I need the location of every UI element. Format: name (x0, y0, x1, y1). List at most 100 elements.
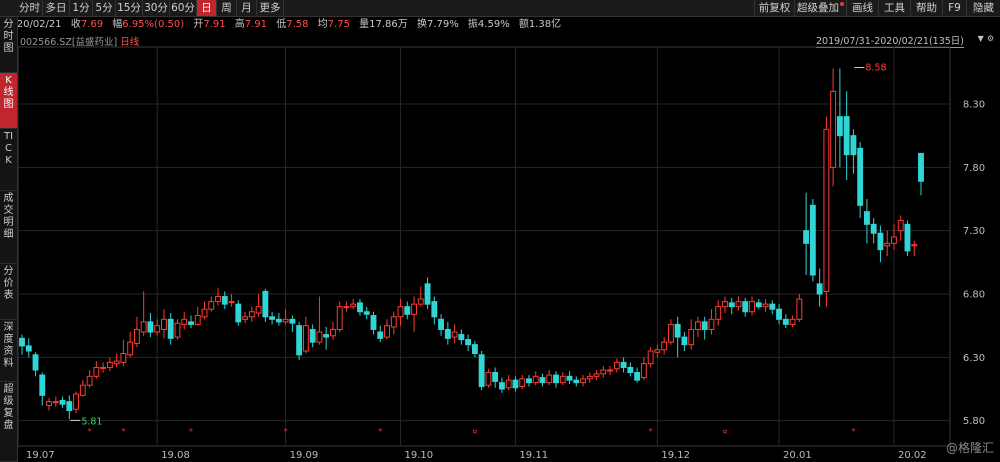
right-tab-label: 帮助 (916, 2, 937, 14)
tab-1[interactable]: 多日 (43, 0, 70, 16)
side-item-4[interactable]: 分价表 (0, 264, 17, 320)
event-marker: * (121, 427, 125, 436)
candle-body (465, 339, 472, 346)
candle-body (438, 318, 445, 330)
x-tick-label: 20.01 (783, 450, 812, 461)
amount-label: 额 (518, 19, 529, 30)
side-item-3[interactable]: 成交明细 (0, 191, 17, 264)
turnover-value: 7.79% (426, 19, 459, 30)
candle-body (113, 360, 120, 365)
right-tab-label: F9 (948, 2, 961, 14)
y-tick-label: 6.80 (963, 290, 985, 301)
plot-frame (17, 46, 951, 447)
candle-body (73, 393, 80, 410)
right-tab-label: 前复权 (758, 2, 791, 14)
tab-0[interactable]: 分时 (17, 0, 43, 16)
right-tab-1[interactable]: 超级叠加 (794, 0, 846, 16)
event-marker: * (189, 427, 193, 436)
candle-body (715, 306, 722, 320)
candle-body (127, 341, 134, 356)
candle-body (742, 301, 749, 313)
tab-5[interactable]: 30分 (143, 0, 170, 16)
range-controls[interactable]: ▼ ⚙ (978, 34, 994, 43)
tab-4[interactable]: 15分 (116, 0, 143, 16)
candle-body (816, 283, 823, 295)
candle-body (59, 399, 66, 405)
tab-9[interactable]: 月 (237, 0, 257, 16)
candle-body (451, 331, 458, 338)
turnover-label: 换 (416, 19, 427, 30)
candle-body (296, 325, 303, 356)
volume-label: 量 (359, 19, 370, 30)
right-tab-4[interactable]: 帮助 (910, 0, 942, 16)
low-value: 7.58 (286, 19, 309, 30)
candle-body (106, 361, 113, 368)
candle-body (188, 321, 194, 325)
candle-body (397, 306, 404, 318)
x-tick-label: 20.02 (898, 450, 927, 461)
amplitude-label: 振 (467, 19, 478, 30)
right-tab-5[interactable]: F9 (942, 0, 966, 16)
side-item-5[interactable]: 深度资料 (0, 320, 17, 382)
candle-body (194, 315, 201, 325)
volume-value: 17.86万 (369, 19, 408, 30)
right-tab-6[interactable]: 隐藏 (966, 0, 1000, 16)
candle-body (897, 220, 904, 232)
quote-bar: 2020/02/21 收7.69 幅6.95%(0.50) 开7.91 高7.9… (4, 17, 561, 32)
stock-name: [益盛药业] (71, 37, 118, 48)
candle-body (830, 90, 837, 168)
x-tick-label: 19.08 (161, 450, 190, 461)
candle-body (667, 323, 674, 343)
quote-date: 2020/02/21 (4, 19, 62, 30)
event-marker: * (851, 427, 855, 436)
open-label: 开 (193, 19, 204, 30)
x-tick-label: 19.11 (519, 450, 548, 461)
candle-body (728, 302, 735, 308)
candle-body (809, 204, 816, 276)
candle-body (161, 318, 167, 330)
candle-body (262, 290, 269, 318)
candle-body (539, 377, 546, 384)
right-tab-0[interactable]: 前复权 (754, 0, 794, 16)
side-item-0[interactable]: 分时图 (0, 17, 17, 73)
candle-body (634, 372, 641, 381)
candle-body (566, 375, 573, 381)
candle-body (607, 369, 614, 372)
side-item-2[interactable]: TICK (0, 129, 17, 191)
event-marker: ¤ (472, 427, 477, 436)
tab-2[interactable]: 1分 (70, 0, 93, 16)
event-marker: * (284, 427, 288, 436)
tab-6[interactable]: 60分 (170, 0, 197, 16)
candle-body (688, 328, 695, 346)
triangle-down-icon[interactable]: ▼ (977, 34, 984, 43)
close-value: 7.69 (80, 19, 104, 30)
side-item-1[interactable]: K线图 (0, 73, 17, 129)
settings-icon[interactable]: ⚙ (986, 34, 994, 43)
candle-body (357, 302, 363, 313)
tab-8[interactable]: 周 (217, 0, 237, 16)
high-label: 高 (234, 19, 245, 30)
tab-7[interactable]: 日 (197, 0, 217, 16)
y-tick-label: 5.80 (963, 416, 985, 427)
side-item-label: 深度资料 (3, 322, 14, 369)
candle-body (877, 232, 884, 251)
right-tab-label: 隐藏 (973, 2, 994, 14)
right-tab-2[interactable]: 画线 (846, 0, 878, 16)
tab-3[interactable]: 5分 (93, 0, 116, 16)
tab-10[interactable]: 更多 (257, 0, 284, 16)
y-tick-label: 7.80 (963, 163, 985, 174)
open-value: 7.91 (203, 19, 226, 30)
candle-body (181, 318, 188, 325)
x-tick-label: 19.09 (290, 450, 319, 461)
candle-body (708, 318, 715, 330)
right-tab-3[interactable]: 工具 (878, 0, 910, 16)
close-label: 收 (70, 19, 81, 30)
candle-body (823, 128, 830, 292)
candle-body (532, 375, 539, 384)
candle-body (32, 354, 39, 371)
candle-body (492, 372, 499, 382)
candle-body (505, 379, 512, 389)
candle-body (39, 374, 46, 396)
candle-body (424, 283, 431, 305)
